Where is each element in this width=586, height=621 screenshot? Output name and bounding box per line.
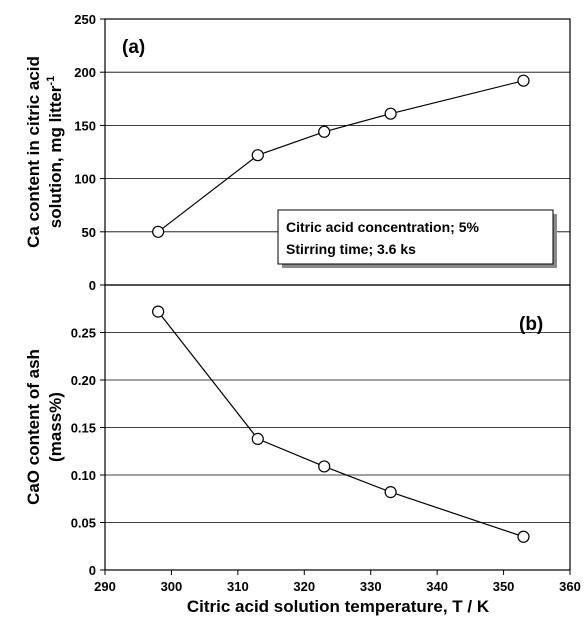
annotation-box: Citric acid concentration; 5% Stirring t…	[277, 209, 557, 268]
data-point-a	[251, 149, 264, 162]
data-point-b	[152, 305, 165, 318]
x-tick-label: 340	[426, 579, 448, 594]
data-point-a	[384, 107, 397, 120]
x-tick-label: 350	[493, 579, 515, 594]
y-axis-label-a-line-1: Ca content in citric acid	[24, 56, 43, 248]
data-points-a	[152, 74, 530, 238]
y-tick-label-b: 0.20	[71, 373, 96, 388]
y-tick-label-b: 0.05	[71, 516, 96, 531]
series-line-a	[157, 80, 524, 233]
y-axis-label-a-text: solution, mg litter	[46, 85, 65, 228]
y-tick-label-a: 100	[74, 172, 96, 187]
x-tick-label: 320	[293, 579, 315, 594]
y-tick-label-b: 0.25	[71, 326, 96, 341]
y-tick-label-b: 0.15	[71, 421, 96, 436]
grid-lines-a	[105, 71, 570, 233]
panel-label-a: (a)	[122, 37, 145, 58]
x-tick-label: 310	[227, 579, 249, 594]
x-tick-label: 290	[94, 579, 116, 594]
y-tick-label-b: 0	[89, 563, 96, 578]
data-point-a	[152, 225, 165, 238]
annotation-line-2: Stirring time; 3.6 ks	[286, 241, 416, 257]
y-tick-label-a: 150	[74, 118, 96, 133]
y-ticks-a: 0 50 100 150 200 250	[74, 12, 105, 293]
y-tick-label-a: 200	[74, 65, 96, 80]
x-axis-ticks: 290 300 310 320 330 340 350 360	[94, 570, 581, 594]
data-point-b	[318, 460, 331, 473]
x-axis-label: Citric acid solution temperature, T / K	[187, 597, 490, 616]
y-axis-label-b-line-2: (mass%)	[46, 392, 65, 462]
x-tick-label: 300	[161, 579, 183, 594]
annotation-line-1: Citric acid concentration; 5%	[286, 219, 479, 235]
series-line-b	[157, 311, 524, 538]
y-axis-label-b-line-1: CaO content of ash	[24, 349, 43, 505]
x-tick-label: 360	[559, 579, 581, 594]
y-tick-label-a: 250	[74, 12, 96, 27]
data-point-a	[318, 125, 331, 138]
panel-a: 0 50 100 150 200 250 (a) Citric acid concentr…	[24, 12, 571, 293]
data-point-b	[251, 432, 264, 445]
y-ticks-b: 0 0.05 0.10 0.15 0.20 0.25	[71, 326, 105, 578]
grid-lines-b	[105, 332, 570, 523]
annotation-frame	[277, 209, 554, 265]
y-axis-label-a-superscript: -1	[45, 76, 57, 86]
x-tick-label: 330	[360, 579, 382, 594]
data-point-b	[384, 486, 397, 499]
data-points-b	[152, 305, 530, 543]
y-axis-label-a-line-2: solution, mg litter-1	[45, 76, 65, 228]
data-point-b	[517, 530, 530, 543]
y-tick-label-a: 0	[89, 278, 96, 293]
y-tick-label-b: 0.10	[71, 468, 96, 483]
panel-label-b: (b)	[519, 314, 543, 335]
panel-b: 0 0.05 0.10 0.15 0.20 0.25 (b) CaO content of…	[24, 284, 571, 578]
data-point-a	[517, 74, 530, 87]
y-tick-label-a: 50	[82, 225, 96, 240]
